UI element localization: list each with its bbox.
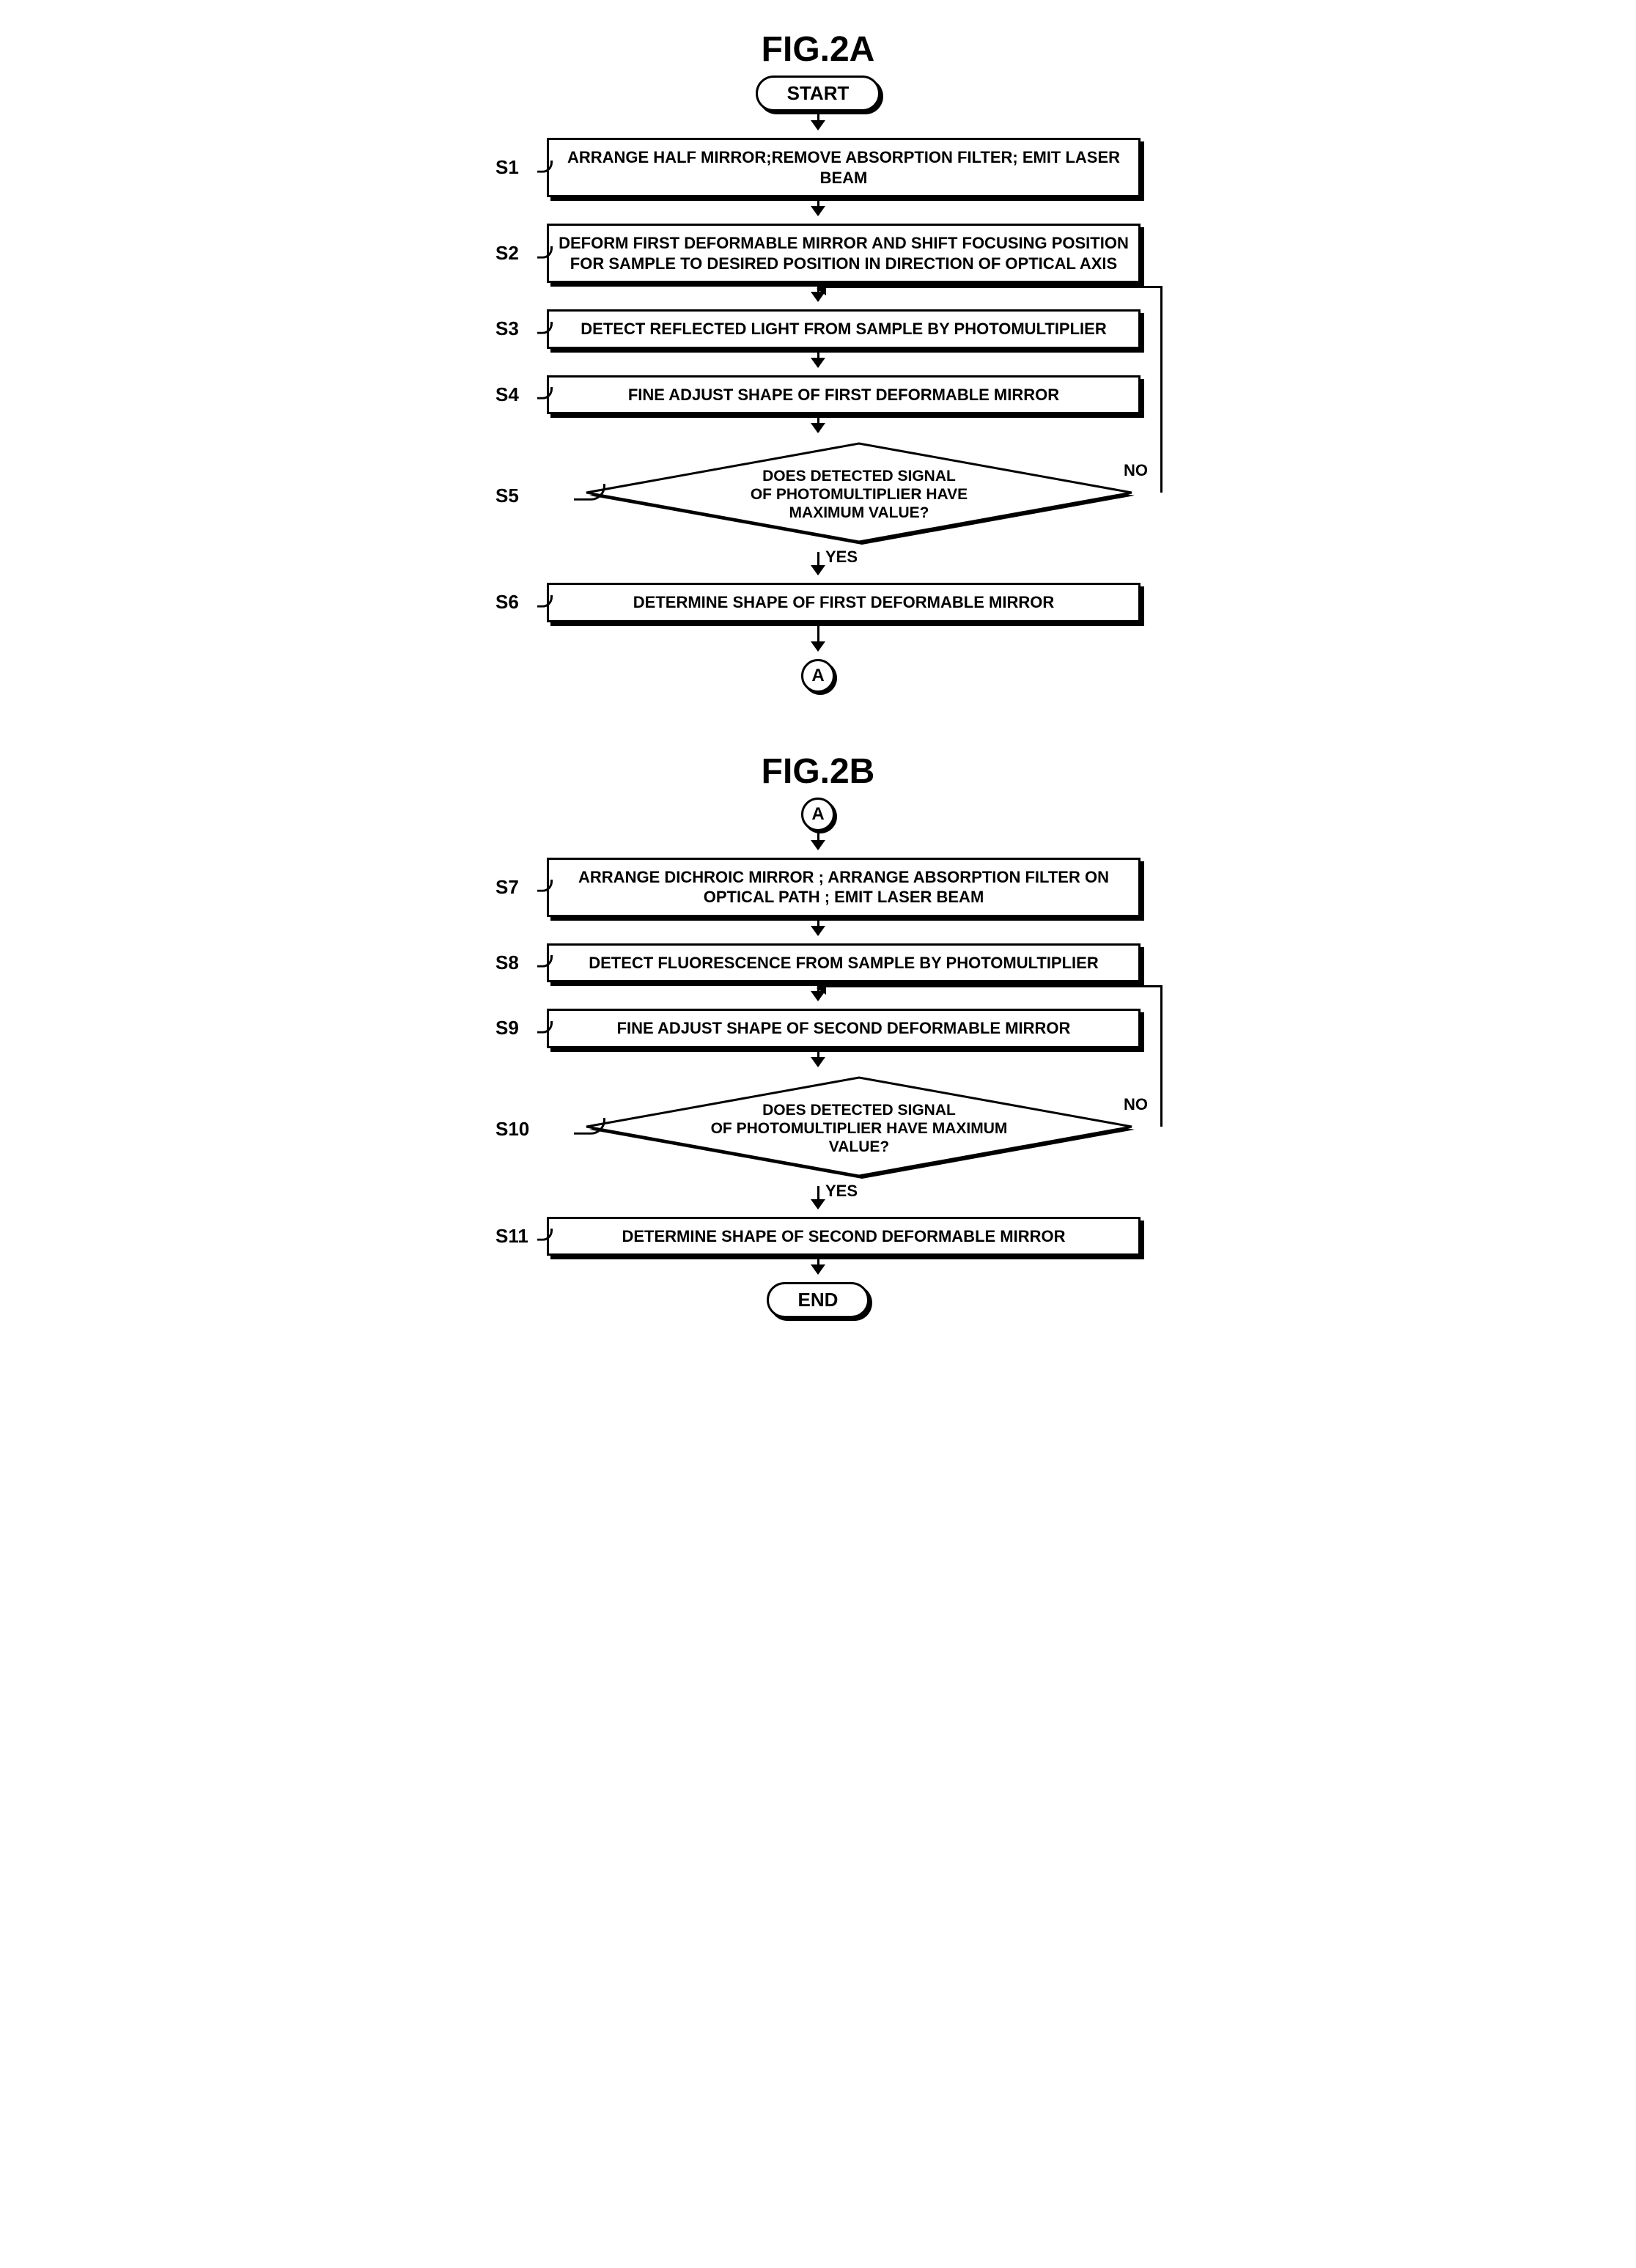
chart-stack-b: A S7 ARRANGE DICHROIC MIRROR ; ARRANGE A… (459, 798, 1177, 1319)
chart-stack-a: START S1 ARRANGE HALF MIRROR;REMOVE ABSO… (459, 76, 1177, 693)
step-label: S7 (495, 876, 547, 899)
step-s1-row: S1 ARRANGE HALF MIRROR;REMOVE ABSORPTION… (495, 138, 1141, 197)
arrow-icon (817, 552, 819, 574)
flowchart-fig-2a: FIG.2A START S1 ARRANGE HALF MIRROR;REMO… (44, 29, 1592, 693)
flowchart-fig-2b: FIG.2B A S7 ARRANGE DICHROIC MIRROR ; AR… (44, 751, 1592, 1319)
loopback-line (818, 985, 1162, 1127)
step-s2-row: S2 DEFORM FIRST DEFORMABLE MIRROR AND SH… (495, 224, 1141, 283)
connector-a: A (801, 659, 835, 693)
yes-label: YES (825, 548, 858, 567)
arrow-icon (817, 113, 819, 129)
yes-label: YES (825, 1182, 858, 1201)
step-s7-row: S7 ARRANGE DICHROIC MIRROR ; ARRANGE ABS… (495, 858, 1141, 917)
svg-text:VALUE?: VALUE? (829, 1138, 889, 1155)
arrow-icon (817, 624, 819, 650)
figure-title: FIG.2A (762, 29, 875, 70)
arrow-icon (817, 833, 819, 849)
step-label: S4 (495, 383, 547, 406)
step-label: S3 (495, 317, 547, 340)
process-box: ARRANGE DICHROIC MIRROR ; ARRANGE ABSORP… (547, 858, 1141, 917)
start-terminator: START (756, 76, 881, 111)
arrow-icon (817, 1186, 819, 1208)
step-label: S8 (495, 951, 547, 974)
step-label: S10 (495, 1118, 583, 1141)
connector-a: A (801, 798, 835, 831)
step-label: S6 (495, 591, 547, 614)
arrow-icon (817, 918, 819, 935)
process-box: DETERMINE SHAPE OF SECOND DEFORMABLE MIR… (547, 1217, 1141, 1256)
step-label: S5 (495, 485, 583, 507)
process-box: DEFORM FIRST DEFORMABLE MIRROR AND SHIFT… (547, 224, 1141, 283)
step-label: S2 (495, 242, 547, 265)
svg-text:MAXIMUM VALUE?: MAXIMUM VALUE? (789, 504, 929, 521)
process-box: DETECT FLUORESCENCE FROM SAMPLE BY PHOTO… (547, 943, 1141, 983)
end-terminator: END (767, 1282, 870, 1318)
step-s11-row: S11 DETERMINE SHAPE OF SECOND DEFORMABLE… (495, 1217, 1141, 1256)
step-label: S1 (495, 156, 547, 179)
arrow-icon (817, 199, 819, 215)
arrow-icon (817, 1257, 819, 1273)
loopback-line (818, 286, 1162, 493)
figure-title: FIG.2B (762, 751, 875, 792)
step-s6-row: S6 DETERMINE SHAPE OF FIRST DEFORMABLE M… (495, 583, 1141, 622)
step-s8-row: S8 DETECT FLUORESCENCE FROM SAMPLE BY PH… (495, 943, 1141, 983)
step-label: S9 (495, 1017, 547, 1039)
process-box: DETERMINE SHAPE OF FIRST DEFORMABLE MIRR… (547, 583, 1141, 622)
process-box: ARRANGE HALF MIRROR;REMOVE ABSORPTION FI… (547, 138, 1141, 197)
step-label: S11 (495, 1225, 547, 1248)
